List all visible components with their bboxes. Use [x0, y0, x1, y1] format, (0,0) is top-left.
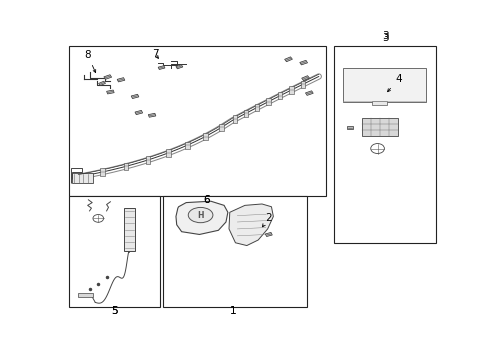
Bar [185, 141, 189, 149]
Ellipse shape [188, 207, 212, 223]
Bar [123, 163, 128, 170]
Text: 2: 2 [262, 213, 271, 227]
Bar [203, 133, 207, 140]
Text: H: H [197, 211, 203, 220]
Bar [176, 65, 183, 69]
Bar [68, 195, 159, 307]
Bar [135, 111, 142, 114]
Bar [148, 113, 156, 117]
Bar [265, 98, 270, 105]
Polygon shape [176, 201, 227, 234]
Text: 5: 5 [111, 306, 117, 316]
Text: 4: 4 [387, 74, 401, 92]
Bar [123, 208, 135, 251]
Bar [333, 46, 435, 243]
Bar [219, 124, 224, 131]
Bar [265, 233, 272, 237]
Text: 1: 1 [230, 306, 236, 316]
Bar [103, 75, 111, 79]
Bar [284, 57, 292, 62]
Text: 3: 3 [381, 33, 387, 42]
Bar [158, 66, 164, 69]
Bar [145, 156, 150, 163]
Bar [166, 149, 170, 157]
Text: 6: 6 [203, 195, 210, 205]
Bar [68, 46, 326, 195]
Text: 1: 1 [230, 306, 236, 316]
Bar [371, 101, 386, 105]
Bar [243, 110, 248, 117]
Bar [254, 104, 259, 111]
Bar [163, 195, 307, 307]
Bar [346, 126, 352, 129]
Bar [106, 90, 114, 94]
Text: 8: 8 [84, 50, 96, 72]
Bar [288, 86, 293, 94]
Bar [100, 168, 105, 176]
FancyBboxPatch shape [342, 68, 425, 102]
Polygon shape [228, 204, 273, 246]
Bar [232, 116, 237, 123]
Bar [277, 92, 282, 99]
Bar [131, 94, 139, 99]
Bar [78, 293, 92, 297]
Text: 3: 3 [381, 31, 387, 41]
Bar [300, 81, 305, 88]
Text: 7: 7 [151, 49, 158, 59]
FancyBboxPatch shape [72, 174, 93, 183]
Bar [117, 78, 124, 82]
Text: 6: 6 [203, 195, 210, 205]
Bar [305, 91, 313, 95]
Bar [301, 76, 309, 81]
Bar [99, 81, 105, 86]
Bar [362, 118, 398, 136]
Bar [299, 60, 307, 65]
Text: 5: 5 [111, 306, 117, 316]
